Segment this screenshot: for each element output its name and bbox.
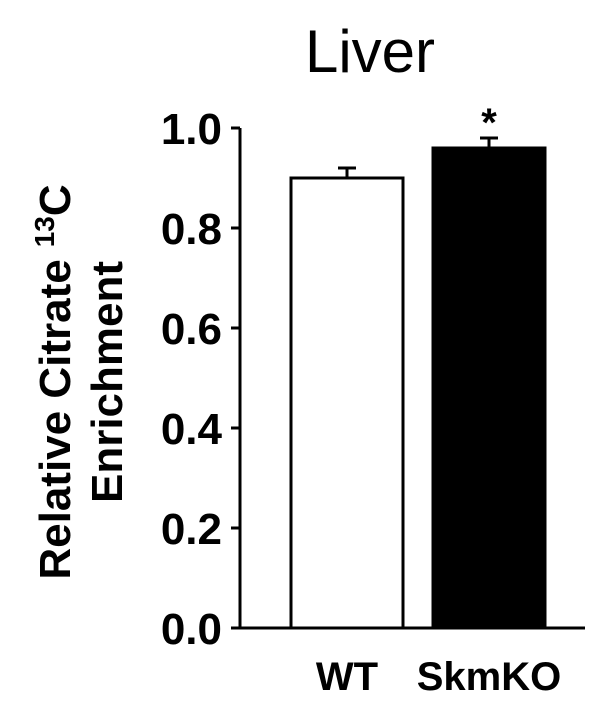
bar-skmko (431, 146, 547, 630)
bars: * (289, 101, 547, 630)
y-tick-label: 0.2 (161, 505, 222, 554)
y-tick-label: 0.6 (161, 305, 222, 354)
x-tick-label: WT (316, 655, 378, 699)
y-ticks: 0.0 0.2 0.4 0.6 0.8 1.0 (161, 105, 240, 654)
chart-title: Liver (305, 18, 435, 85)
y-axis-label: Relative Citrate13C Enrichment (29, 184, 132, 579)
bar-wt (289, 176, 405, 630)
x-tick-labels: WT SkmKO (316, 655, 561, 699)
y-tick-label: 0.0 (161, 605, 222, 654)
y-tick-label: 0.8 (161, 205, 222, 254)
y-axis-label-line1: Relative Citrate13C (29, 184, 80, 579)
y-tick-label: 0.4 (161, 405, 223, 454)
x-tick-label: SkmKO (417, 655, 562, 699)
y-axis-label-line2: Enrichment (83, 261, 132, 503)
y-tick-label: 1.0 (161, 105, 222, 154)
significance-marker: * (481, 101, 497, 145)
